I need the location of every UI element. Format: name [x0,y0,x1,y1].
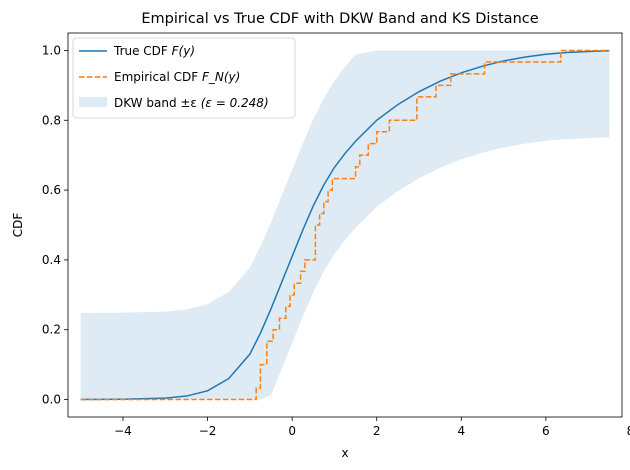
x-tick-label: −2 [199,424,217,438]
empirical-cdf-line [80,49,610,401]
axes-frame [67,32,623,418]
legend-band-math: (ε = 0.248) [201,96,269,110]
legend-true-math: F(y) [172,44,195,58]
x-axis-label: x [341,446,348,460]
x-tick-label: 8 [627,424,630,438]
chart-title: Empirical vs True CDF with DKW Band and … [141,11,538,27]
legend-band-prefix: DKW band ±ε [114,96,201,110]
x-tick-label: −4 [114,424,132,438]
legend-empirical-math: F_N(y) [202,70,240,84]
true-cdf-line [80,50,610,401]
x-tick-label: 0 [288,424,296,438]
legend: True CDF F(y) Empirical CDF F_N(y) DKW b… [72,37,296,119]
x-tick-label: 2 [373,424,381,438]
legend-band-label: DKW band ±ε (ε = 0.248) [114,96,269,110]
y-axis-label: CDF [11,213,25,238]
legend-empirical-label: Empirical CDF F_N(y) [114,70,240,84]
x-tick-label: 4 [457,424,465,438]
legend-band-swatch [79,97,107,107]
y-tick-label: 0.0 [42,393,61,407]
x-tick-label: 6 [542,424,550,438]
x-axis: −4 −2 0 2 4 6 8 [114,417,630,438]
plot-area [80,49,610,401]
dkw-band [80,50,610,400]
legend-empirical-prefix: Empirical CDF [114,70,202,84]
legend-true-label: True CDF F(y) [113,44,195,58]
y-tick-label: 1.0 [42,43,61,57]
y-tick-label: 0.8 [42,113,61,127]
y-axis: 0.0 0.2 0.4 0.6 0.8 1.0 [42,43,68,407]
y-tick-label: 0.6 [42,183,61,197]
legend-true-prefix: True CDF [113,44,172,58]
legend-box [72,37,296,119]
y-tick-label: 0.2 [42,323,61,337]
y-tick-label: 0.4 [42,253,61,267]
